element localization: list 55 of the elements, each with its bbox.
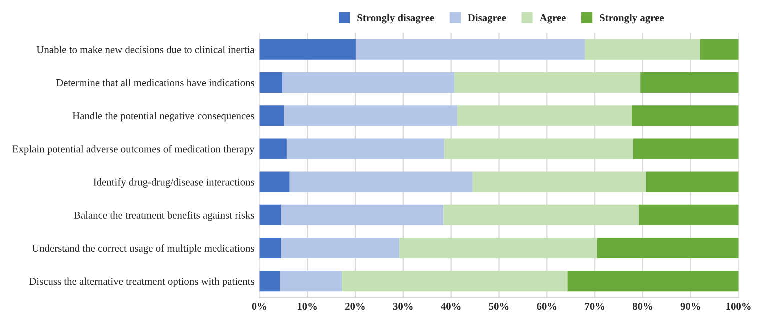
- y-tick-label: Understand the correct usage of multiple medications: [32, 244, 254, 254]
- bar: [280, 271, 342, 292]
- y-tick-label: Balance the treatment benefits against risks: [74, 211, 254, 222]
- legend-label: Strongly disagree: [358, 14, 434, 24]
- x-tick-label: 0%: [252, 303, 266, 310]
- bar: [597, 238, 739, 259]
- bar: [284, 106, 458, 126]
- bar: [472, 172, 646, 192]
- x-tick-label: 40%: [441, 303, 461, 310]
- bar: [260, 271, 280, 292]
- x-tick-label: 20%: [346, 303, 365, 310]
- legend-label: Disagree: [468, 14, 506, 24]
- bar: [260, 72, 283, 94]
- y-tick-label: Identify drug-drug/disease interactions: [94, 178, 254, 188]
- bar: [260, 172, 290, 192]
- bar: [640, 72, 739, 94]
- x-tick-label: 10%: [298, 303, 318, 310]
- bar: [633, 138, 739, 160]
- bar: [454, 72, 641, 94]
- x-tick-label: 80%: [632, 303, 652, 310]
- x-tick-label: 50%: [489, 303, 509, 310]
- x-tick-label: 100%: [726, 303, 751, 310]
- bar: [282, 72, 455, 94]
- bar: [568, 271, 739, 292]
- y-tick-label: Handle the potential negative consequences: [72, 112, 254, 122]
- y-tick-label: Determine that all medications have indications: [56, 79, 254, 86]
- y-tick-label: Discuss the alternative treatment options with patients: [29, 278, 254, 288]
- bar: [260, 204, 282, 226]
- legend-label: Agree: [540, 14, 566, 24]
- x-tick-label: 90%: [680, 303, 700, 310]
- x-tick-label: 30%: [393, 303, 413, 310]
- bar: [260, 238, 282, 259]
- bar: [260, 39, 356, 60]
- y-tick-label: Explain potential adverse outcomes of medication therapy: [12, 145, 255, 155]
- bar: [281, 204, 444, 226]
- bar: [260, 106, 284, 126]
- y-tick-label: Unable to make new decisions due to clinical inertia: [36, 46, 255, 54]
- bar: [260, 138, 287, 160]
- bar: [290, 172, 473, 192]
- x-tick-label: 70%: [585, 303, 605, 310]
- x-tick-label: 60%: [537, 303, 557, 310]
- bar: [281, 238, 400, 259]
- bar: [444, 204, 640, 226]
- bar: [444, 138, 634, 160]
- bar: [632, 106, 739, 126]
- bar: [639, 204, 739, 226]
- bar: [356, 39, 586, 60]
- bar: [286, 138, 445, 160]
- bar: [585, 39, 700, 60]
- bar: [342, 271, 568, 292]
- bar: [458, 106, 632, 126]
- bar: [646, 172, 739, 192]
- bar: [400, 238, 598, 259]
- bar: [700, 39, 739, 60]
- legend-label: Strongly agree: [600, 14, 664, 24]
